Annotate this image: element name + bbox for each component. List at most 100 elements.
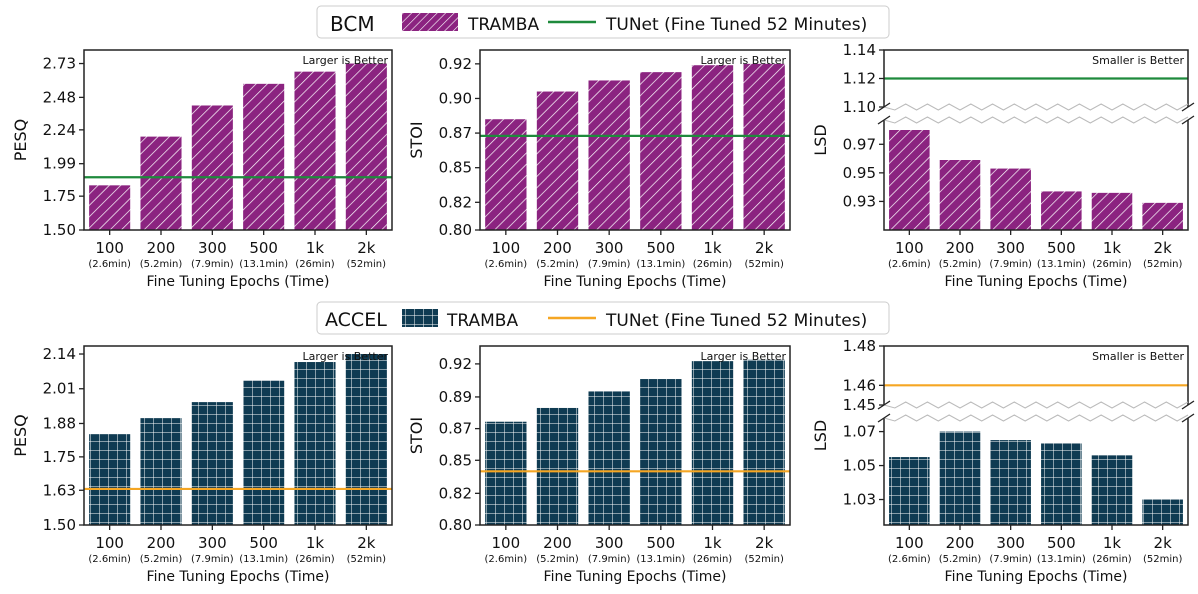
bar-2k bbox=[1142, 202, 1183, 230]
x-tick-label: 300 bbox=[595, 239, 624, 257]
x-axis-label: Fine Tuning Epochs (Time) bbox=[544, 569, 727, 585]
bar-200 bbox=[939, 160, 981, 230]
x-tick-sublabel: (13.1min) bbox=[239, 554, 288, 565]
bar-1k bbox=[1091, 192, 1133, 230]
x-tick-sublabel: (2.6min) bbox=[88, 554, 131, 565]
y-tick-label: 0.82 bbox=[439, 193, 472, 211]
chart-panel-3: 1.10 1.12 1.14 0.93 0.95 0.97 100 (2.6min) 200 (5… bbox=[811, 41, 1195, 290]
chart-panel-1: 1.50 1.75 1.99 2.24 2.48 2.73 100 (2.6min) 200 (5… bbox=[11, 49, 393, 290]
x-axis-label: Fine Tuning Epochs (Time) bbox=[945, 274, 1128, 290]
x-tick-label: 500 bbox=[249, 534, 278, 552]
y-tick-label: 1.46 bbox=[843, 376, 876, 394]
bar-1k bbox=[691, 65, 734, 230]
bar-1k bbox=[294, 362, 336, 525]
x-tick-label: 1k bbox=[703, 239, 722, 257]
x-tick-sublabel: (26min) bbox=[295, 259, 334, 270]
x-tick-sublabel: (52min) bbox=[1143, 259, 1182, 270]
x-tick-sublabel: (5.2min) bbox=[939, 259, 982, 270]
charts-layer: 1.50 1.75 1.99 2.24 2.48 2.73 100 (2.6min) 200 (5… bbox=[11, 41, 1195, 585]
bar-500 bbox=[243, 83, 285, 230]
x-tick-sublabel: (26min) bbox=[1092, 259, 1131, 270]
x-tick-sublabel: (5.2min) bbox=[939, 554, 982, 565]
bar-1k bbox=[1091, 455, 1133, 525]
x-tick-sublabel: (7.9min) bbox=[191, 259, 234, 270]
x-tick-label: 1k bbox=[1103, 239, 1122, 257]
plot-frame-lower bbox=[883, 120, 1189, 231]
bar-300 bbox=[191, 402, 233, 525]
y-tick-label: 1.14 bbox=[843, 41, 876, 59]
x-tick-sublabel: (26min) bbox=[1092, 554, 1131, 565]
x-tick-label: 100 bbox=[492, 534, 521, 552]
chart-annotation: Larger is Better bbox=[303, 54, 389, 67]
y-axis-label: STOI bbox=[407, 417, 426, 454]
axis-break-lower bbox=[883, 116, 1189, 124]
chart-annotation: Larger is Better bbox=[303, 350, 389, 363]
x-tick-label: 300 bbox=[996, 534, 1025, 552]
x-tick-sublabel: (5.2min) bbox=[140, 259, 183, 270]
axis-break-lower bbox=[883, 414, 1189, 422]
legend-accel-line-label: TUNet (Fine Tuned 52 Minutes) bbox=[605, 311, 867, 331]
y-tick-label: 0.82 bbox=[439, 484, 472, 502]
break-mark-3 bbox=[1181, 115, 1195, 125]
bar-300 bbox=[990, 440, 1031, 525]
x-tick-sublabel: (13.1min) bbox=[636, 554, 685, 565]
chart-panel-2: 0.80 0.82 0.85 0.87 0.90 0.92 100 (2.6min) 200 (5… bbox=[407, 49, 791, 290]
x-tick-label: 300 bbox=[198, 239, 227, 257]
bar-500 bbox=[1041, 443, 1082, 525]
x-tick-sublabel: (52min) bbox=[1143, 554, 1182, 565]
bar-100 bbox=[889, 457, 930, 525]
x-axis-label: Fine Tuning Epochs (Time) bbox=[945, 569, 1128, 585]
plot-frame-lower bbox=[883, 418, 1189, 526]
x-tick-sublabel: (13.1min) bbox=[1037, 259, 1086, 270]
bar-100 bbox=[89, 185, 131, 230]
x-tick-sublabel: (7.9min) bbox=[588, 554, 631, 565]
bar-2k bbox=[1142, 499, 1183, 525]
x-tick-sublabel: (7.9min) bbox=[191, 554, 234, 565]
bar-2k bbox=[743, 63, 785, 230]
legend-accel-bar-label: TRAMBA bbox=[446, 311, 518, 331]
x-tick-sublabel: (52min) bbox=[744, 554, 783, 565]
legend-bcm-group-label: BCM bbox=[330, 12, 375, 36]
x-tick-label: 500 bbox=[249, 239, 278, 257]
y-tick-label: 1.50 bbox=[43, 221, 76, 239]
bar-500 bbox=[640, 379, 682, 525]
break-mark-2 bbox=[1181, 102, 1195, 112]
y-tick-label: 2.01 bbox=[43, 380, 76, 398]
y-tick-label: 0.90 bbox=[439, 89, 472, 107]
bar-200 bbox=[939, 431, 981, 525]
x-tick-label: 1k bbox=[306, 239, 325, 257]
y-tick-label: 1.12 bbox=[843, 70, 876, 88]
y-axis-label: LSD bbox=[811, 420, 830, 451]
x-axis-label: Fine Tuning Epochs (Time) bbox=[147, 569, 330, 585]
x-tick-sublabel: (2.6min) bbox=[888, 554, 931, 565]
bar-200 bbox=[536, 407, 579, 525]
x-tick-sublabel: (26min) bbox=[295, 554, 334, 565]
bar-500 bbox=[243, 380, 285, 525]
y-tick-label: 1.05 bbox=[843, 457, 876, 475]
bar-300 bbox=[588, 391, 630, 525]
legend-bcm-bar-label: TRAMBA bbox=[467, 15, 539, 35]
x-tick-label: 100 bbox=[895, 239, 924, 257]
bar-2k bbox=[345, 354, 387, 525]
break-mark-1 bbox=[877, 115, 891, 125]
x-tick-sublabel: (13.1min) bbox=[239, 259, 288, 270]
x-tick-label: 500 bbox=[1047, 239, 1076, 257]
chart-panel-6: 1.45 1.46 1.48 1.03 1.05 1.07 100 (2.6min) 200 (5… bbox=[811, 337, 1195, 585]
x-tick-label: 500 bbox=[647, 239, 676, 257]
legend-accel-frame bbox=[316, 301, 890, 335]
plot-frame bbox=[479, 345, 791, 526]
x-tick-sublabel: (26min) bbox=[693, 259, 732, 270]
y-axis-label: STOI bbox=[407, 121, 426, 158]
y-tick-label: 0.97 bbox=[843, 135, 876, 153]
x-axis-label: Fine Tuning Epochs (Time) bbox=[544, 274, 727, 290]
x-tick-sublabel: (7.9min) bbox=[989, 259, 1032, 270]
bar-200 bbox=[140, 136, 182, 230]
break-mark-1 bbox=[877, 413, 891, 423]
break-mark-2 bbox=[1181, 400, 1195, 410]
chart-panel-5: 0.80 0.82 0.85 0.87 0.89 0.92 100 (2.6min) 200 (5… bbox=[407, 345, 791, 585]
y-tick-label: 0.85 bbox=[439, 159, 472, 177]
x-tick-sublabel: (26min) bbox=[693, 554, 732, 565]
bar-100 bbox=[485, 119, 527, 230]
y-tick-label: 1.50 bbox=[43, 516, 76, 534]
